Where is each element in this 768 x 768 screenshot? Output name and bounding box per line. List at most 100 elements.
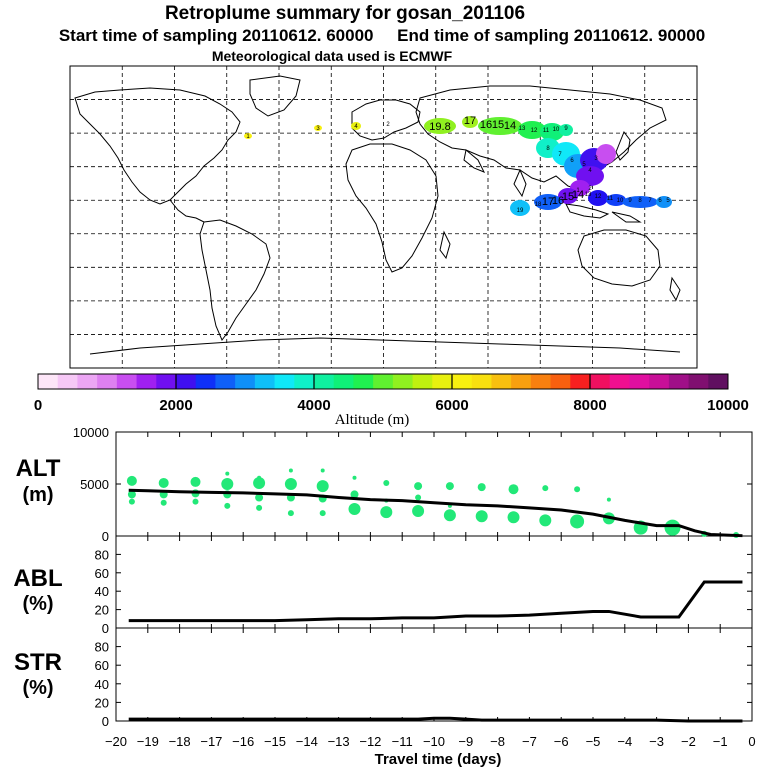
colorbar-cell xyxy=(156,374,177,389)
altitude-dot xyxy=(475,510,488,523)
altitude-dot xyxy=(190,476,201,487)
abl-plot: 0 20 40 60 80 xyxy=(95,536,753,636)
colorbar-cell xyxy=(530,374,552,389)
altitude-dot xyxy=(256,504,263,511)
trajectory-label: 17 xyxy=(464,115,476,127)
altitude-dot xyxy=(253,476,266,489)
colorbar-cell xyxy=(353,374,374,389)
y-tick-label: 40 xyxy=(95,584,109,599)
map-graticule xyxy=(70,66,697,368)
trajectory-label: 15 xyxy=(492,119,504,131)
y-tick-label: 60 xyxy=(95,658,109,673)
y-tick-label: 0 xyxy=(102,529,109,544)
colorbar-cell xyxy=(136,374,157,389)
x-tick-label: 0 xyxy=(748,734,755,749)
colorbar-frame xyxy=(37,373,729,390)
colorbar-tick-label: 8000 xyxy=(573,397,606,414)
y-tick-label: 0 xyxy=(102,621,109,636)
trajectory-label: 6 xyxy=(570,158,574,164)
y-tick-label: 20 xyxy=(95,695,109,710)
colorbar-cell xyxy=(254,374,276,389)
trajectory-label: 2 xyxy=(588,186,592,192)
mean-altitude-line xyxy=(128,488,743,538)
altitude-dot xyxy=(348,502,361,515)
colorbar-label: Altitude (m) xyxy=(335,412,410,428)
alt-plot: 0 5000 10000 xyxy=(73,425,753,544)
altitude-dot xyxy=(160,499,167,506)
colorbar-cell xyxy=(432,374,453,389)
altitude-dot xyxy=(508,484,519,495)
x-tick-label: −6 xyxy=(554,734,569,749)
altitude-dot xyxy=(445,482,454,491)
altitude-dot xyxy=(415,494,422,501)
trajectory-label: 2 xyxy=(386,122,390,128)
altitude-dot xyxy=(477,483,486,492)
altitude-dot xyxy=(224,502,231,509)
y-tick-label: 20 xyxy=(95,603,109,618)
trajectory-label: 16 xyxy=(480,119,492,131)
colorbar-cell xyxy=(629,374,650,389)
altitude-dot xyxy=(192,498,199,505)
altitude-dot xyxy=(414,482,423,491)
abl-fraction-line xyxy=(128,580,743,623)
colorbar-cell xyxy=(668,374,690,389)
altitude-dot xyxy=(443,509,456,522)
str-plot: 0 20 40 60 80 xyxy=(95,628,753,729)
trajectory-label: 9 xyxy=(564,126,568,132)
y-tick-label: 5000 xyxy=(80,477,109,492)
trajectory-label: 12 xyxy=(595,194,602,200)
alt-panel-label: ALT xyxy=(16,455,61,482)
colorbar-cell xyxy=(333,374,354,389)
abl-panel-unit: (%) xyxy=(22,593,53,615)
altitude-dot xyxy=(570,514,585,529)
altitude-dot xyxy=(225,471,230,476)
colorbar-cell xyxy=(294,374,315,389)
colorbar-cell xyxy=(235,374,256,389)
alt-panel-frame xyxy=(115,431,753,537)
altitude-dot xyxy=(287,510,294,517)
x-tick-label: −12 xyxy=(359,734,381,749)
altitude-dot xyxy=(126,475,137,486)
altitude-dot xyxy=(221,478,234,490)
colorbar-cell xyxy=(77,374,98,389)
colorbar-cell xyxy=(649,374,670,389)
colorbar-cell xyxy=(550,374,571,389)
x-tick-label: −13 xyxy=(328,734,350,749)
x-tick-label: −3 xyxy=(649,734,664,749)
colorbar-cell xyxy=(590,374,611,389)
trajectory-label: 17 xyxy=(542,196,554,208)
str-fraction-line xyxy=(128,716,743,723)
trajectory-label: 1 xyxy=(576,188,580,194)
x-tick-label: −11 xyxy=(392,734,413,749)
trajectory-label: 13 xyxy=(585,192,592,198)
trajectory-label: 4 xyxy=(354,124,358,130)
colorbar-tick-label: 6000 xyxy=(435,397,468,414)
colorbar-cell xyxy=(176,374,197,389)
x-axis-label: Travel time (days) xyxy=(375,751,502,768)
colorbar-cell xyxy=(609,374,630,389)
trajectory-label: 10 xyxy=(617,198,624,204)
colorbar-cell xyxy=(708,374,729,389)
trajectory-label: 8 xyxy=(638,198,642,204)
altitude-dot xyxy=(542,485,549,492)
altitude-dot xyxy=(316,480,329,493)
x-tick-label: −16 xyxy=(232,734,254,749)
trajectory-label: 16 xyxy=(552,195,564,207)
altitude-dot xyxy=(127,490,136,499)
x-tick-label: −17 xyxy=(200,734,222,749)
str-panel-unit: (%) xyxy=(22,677,53,699)
trajectory-plumes xyxy=(244,116,672,216)
altitude-dot xyxy=(383,479,390,486)
colorbar-cell xyxy=(471,374,492,389)
coastlines xyxy=(74,75,681,355)
altitude-dot xyxy=(319,510,326,517)
colorbar-tick-label: 10000 xyxy=(707,397,749,414)
colorbar-cell xyxy=(57,374,78,389)
colorbar-cell xyxy=(38,374,59,389)
colorbar-cell xyxy=(511,374,532,389)
colorbar-cell xyxy=(274,374,295,389)
x-tick-label: −20 xyxy=(105,734,127,749)
colorbar-cell xyxy=(491,374,512,389)
